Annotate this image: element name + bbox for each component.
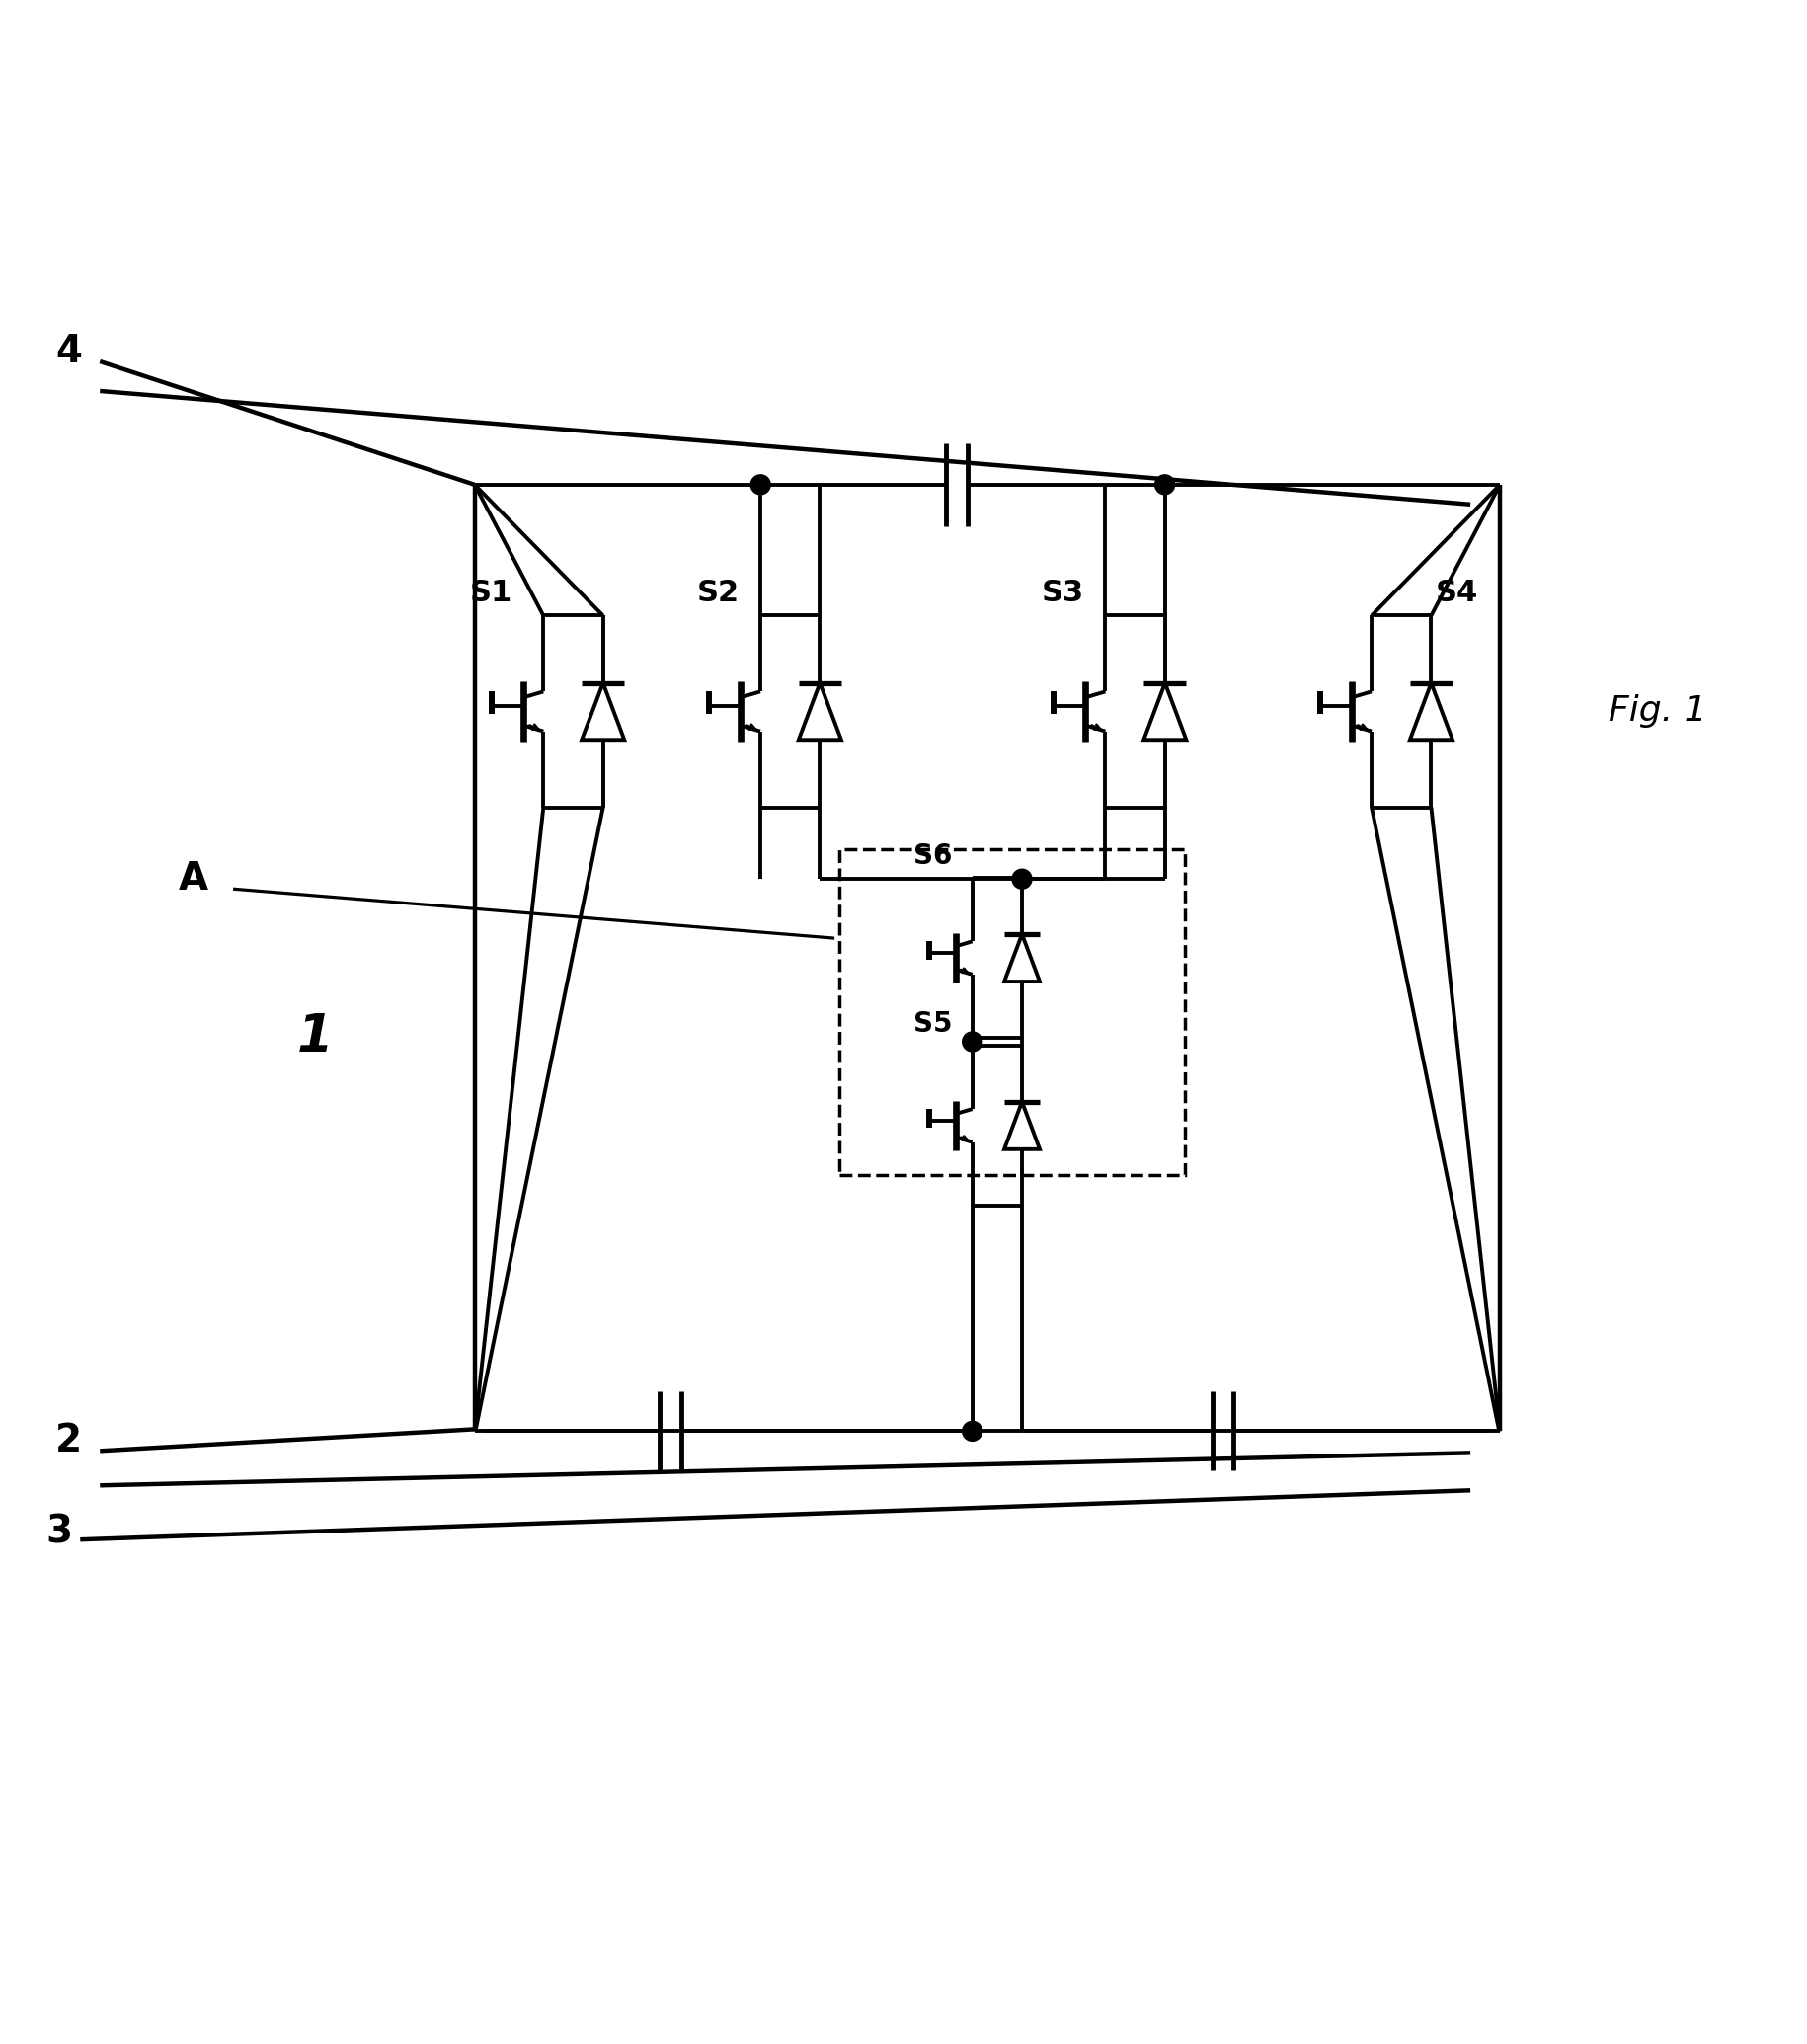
Text: S5: S5 — [913, 1010, 952, 1038]
Text: 3: 3 — [45, 1513, 72, 1551]
Text: Fig. 1: Fig. 1 — [1608, 695, 1706, 728]
Text: S3: S3 — [1041, 578, 1084, 607]
Text: S1: S1 — [470, 578, 511, 607]
Text: S6: S6 — [913, 842, 952, 871]
Text: 1: 1 — [296, 1012, 332, 1063]
Text: S2: S2 — [696, 578, 739, 607]
Circle shape — [1155, 474, 1175, 495]
Text: 4: 4 — [56, 333, 81, 370]
Circle shape — [961, 1032, 981, 1051]
Text: 2: 2 — [56, 1423, 83, 1459]
Circle shape — [1012, 869, 1032, 889]
Circle shape — [750, 474, 770, 495]
Circle shape — [961, 1421, 981, 1441]
Text: A: A — [179, 861, 208, 897]
Text: S4: S4 — [1435, 578, 1478, 607]
